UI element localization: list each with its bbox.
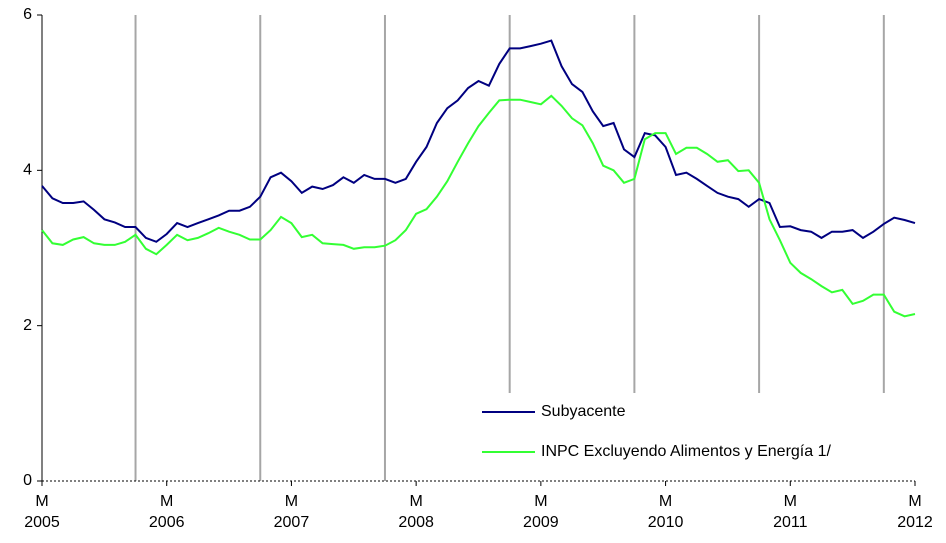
x-tick-year: 2011 [773,514,808,531]
x-tick-year: 2007 [274,514,310,531]
x-tick-month: M [784,493,797,510]
x-tick-month: M [659,493,672,510]
x-tick-year: 2008 [398,514,434,531]
x-tick-year: 2009 [523,514,559,531]
x-tick-month: M [409,493,422,510]
series-line [41,94,916,318]
x-tick-month: M [35,493,48,510]
legend-label: Subyacente [541,403,626,420]
y-tick-label: 6 [23,6,32,23]
x-tick-month: M [160,493,173,510]
x-tick-month: M [285,493,298,510]
y-tick-label: 4 [23,162,32,179]
x-tick-year: 2006 [149,514,185,531]
x-tick-month: M [908,493,921,510]
y-tick-label: 2 [23,317,32,334]
series-line [41,39,916,243]
x-tick-year: 2005 [24,514,60,531]
x-tick-month: M [534,493,547,510]
legend-label: INPC Excluyendo Alimentos y Energía 1/ [541,443,831,460]
x-tick-year: 2012 [897,514,933,531]
x-tick-year: 2010 [648,514,684,531]
y-tick-label: 0 [23,472,32,489]
